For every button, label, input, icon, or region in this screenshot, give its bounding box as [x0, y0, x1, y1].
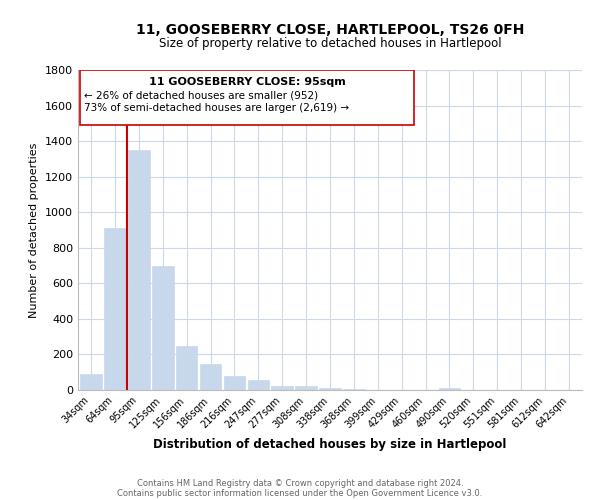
Text: Contains public sector information licensed under the Open Government Licence v3: Contains public sector information licen… [118, 488, 482, 498]
Bar [343, 389, 365, 390]
Bar [271, 386, 293, 390]
Text: 11 GOOSEBERRY CLOSE: 95sqm: 11 GOOSEBERRY CLOSE: 95sqm [149, 77, 346, 87]
Bar [224, 376, 245, 390]
Text: Size of property relative to detached houses in Hartlepool: Size of property relative to detached ho… [158, 38, 502, 51]
Bar [176, 346, 197, 390]
Bar [80, 374, 102, 390]
Text: 11, GOOSEBERRY CLOSE, HARTLEPOOL, TS26 0FH: 11, GOOSEBERRY CLOSE, HARTLEPOOL, TS26 0… [136, 22, 524, 36]
Text: ← 26% of detached houses are smaller (952): ← 26% of detached houses are smaller (95… [84, 90, 318, 101]
Bar [248, 380, 269, 390]
Text: 73% of semi-detached houses are larger (2,619) →: 73% of semi-detached houses are larger (… [84, 103, 349, 113]
Bar [200, 364, 221, 390]
Bar [104, 228, 126, 390]
Bar [295, 386, 317, 390]
Bar [128, 150, 149, 390]
X-axis label: Distribution of detached houses by size in Hartlepool: Distribution of detached houses by size … [154, 438, 506, 451]
Bar [319, 388, 341, 390]
FancyBboxPatch shape [80, 70, 413, 125]
Y-axis label: Number of detached properties: Number of detached properties [29, 142, 40, 318]
Bar [152, 266, 173, 390]
Bar [439, 388, 460, 390]
Text: Contains HM Land Registry data © Crown copyright and database right 2024.: Contains HM Land Registry data © Crown c… [137, 478, 463, 488]
